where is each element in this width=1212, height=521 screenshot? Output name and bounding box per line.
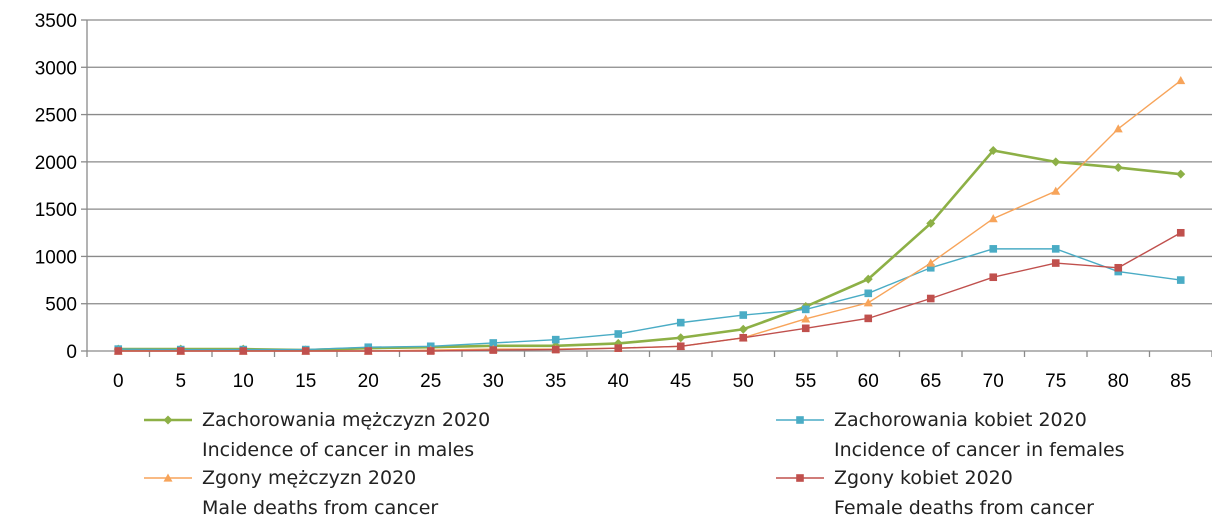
series-line bbox=[118, 232, 1182, 352]
data-point bbox=[989, 245, 998, 253]
x-tick-label: 70 bbox=[983, 371, 1004, 392]
data-point bbox=[801, 324, 810, 333]
data-point bbox=[614, 344, 623, 352]
data-point bbox=[739, 333, 748, 342]
data-point bbox=[1051, 157, 1061, 167]
y-tick-label: 1000 bbox=[35, 247, 77, 268]
series-line bbox=[118, 248, 1181, 351]
series-line bbox=[118, 149, 1181, 352]
y-tick-label: 2000 bbox=[35, 153, 77, 174]
x-tick-label: 50 bbox=[733, 371, 754, 392]
data-point bbox=[988, 214, 998, 223]
data-point bbox=[114, 347, 123, 355]
y-tick-label: 3000 bbox=[35, 58, 77, 79]
series-1 bbox=[114, 245, 1185, 354]
series-layer bbox=[113, 76, 1186, 355]
data-point bbox=[926, 218, 936, 228]
data-point bbox=[489, 346, 498, 354]
data-point bbox=[551, 345, 560, 354]
series-2 bbox=[113, 76, 1186, 355]
data-point bbox=[364, 347, 373, 355]
x-tick-label: 85 bbox=[1170, 371, 1191, 392]
series-line bbox=[118, 79, 1182, 352]
y-axis-ticks: 0 500 1000 1500 2000 2500 3000 3500 bbox=[35, 11, 87, 363]
y-tick-label: 0 bbox=[66, 342, 77, 363]
x-tick-label: 35 bbox=[545, 371, 566, 392]
x-tick-label: 60 bbox=[858, 371, 879, 392]
data-point bbox=[1051, 186, 1061, 195]
y-tick-label: 2500 bbox=[35, 106, 77, 127]
x-tick-label: 80 bbox=[1108, 371, 1129, 392]
x-tick-label: 5 bbox=[175, 371, 186, 392]
x-tick-label: 65 bbox=[920, 371, 941, 392]
x-tick-label: 0 bbox=[113, 371, 124, 392]
data-point bbox=[1113, 124, 1123, 133]
y-tick-label: 500 bbox=[45, 295, 77, 316]
data-point bbox=[864, 314, 873, 323]
data-point bbox=[489, 339, 498, 347]
data-point bbox=[551, 335, 560, 344]
data-point bbox=[863, 298, 873, 307]
data-point bbox=[1051, 259, 1060, 267]
data-point bbox=[426, 347, 435, 355]
data-point bbox=[676, 333, 686, 343]
x-tick-label: 45 bbox=[670, 371, 691, 392]
x-tick-label: 20 bbox=[358, 371, 379, 392]
data-point bbox=[301, 347, 310, 355]
data-point bbox=[738, 324, 748, 334]
data-point bbox=[863, 274, 873, 284]
x-tick-label: 75 bbox=[1045, 371, 1066, 392]
data-point bbox=[989, 273, 998, 282]
data-point bbox=[676, 318, 685, 327]
x-tick-label: 30 bbox=[483, 371, 504, 392]
data-point bbox=[1176, 228, 1185, 237]
x-axis-ticks: 0 5 10 15 20 25 30 35 40 45 50 55 60 65 70 75 80 85 bbox=[86, 351, 1212, 392]
series-3 bbox=[114, 228, 1185, 355]
y-tick-label: 1500 bbox=[35, 200, 77, 221]
data-point bbox=[801, 305, 810, 314]
data-point bbox=[926, 258, 936, 267]
x-tick-label: 15 bbox=[295, 371, 316, 392]
data-point bbox=[864, 289, 873, 298]
data-point bbox=[801, 314, 811, 323]
data-point bbox=[676, 342, 685, 351]
y-tick-label: 3500 bbox=[35, 11, 77, 32]
data-point bbox=[614, 330, 623, 338]
data-point bbox=[1176, 276, 1185, 284]
x-tick-label: 10 bbox=[233, 371, 254, 392]
x-tick-label: 40 bbox=[608, 371, 629, 392]
series-0 bbox=[113, 146, 1186, 355]
data-point bbox=[1176, 169, 1186, 179]
data-point bbox=[1114, 263, 1123, 272]
grid-lines bbox=[87, 19, 1212, 305]
data-point bbox=[1051, 245, 1060, 253]
data-point bbox=[739, 311, 748, 319]
x-tick-label: 25 bbox=[420, 371, 441, 392]
x-tick-label: 55 bbox=[795, 371, 816, 392]
data-point bbox=[239, 347, 248, 355]
axes bbox=[86, 20, 1212, 352]
data-point bbox=[1113, 163, 1123, 173]
data-point bbox=[1176, 76, 1186, 85]
data-point bbox=[988, 146, 998, 156]
data-point bbox=[926, 263, 935, 272]
data-point bbox=[926, 294, 935, 303]
data-point bbox=[176, 347, 185, 355]
